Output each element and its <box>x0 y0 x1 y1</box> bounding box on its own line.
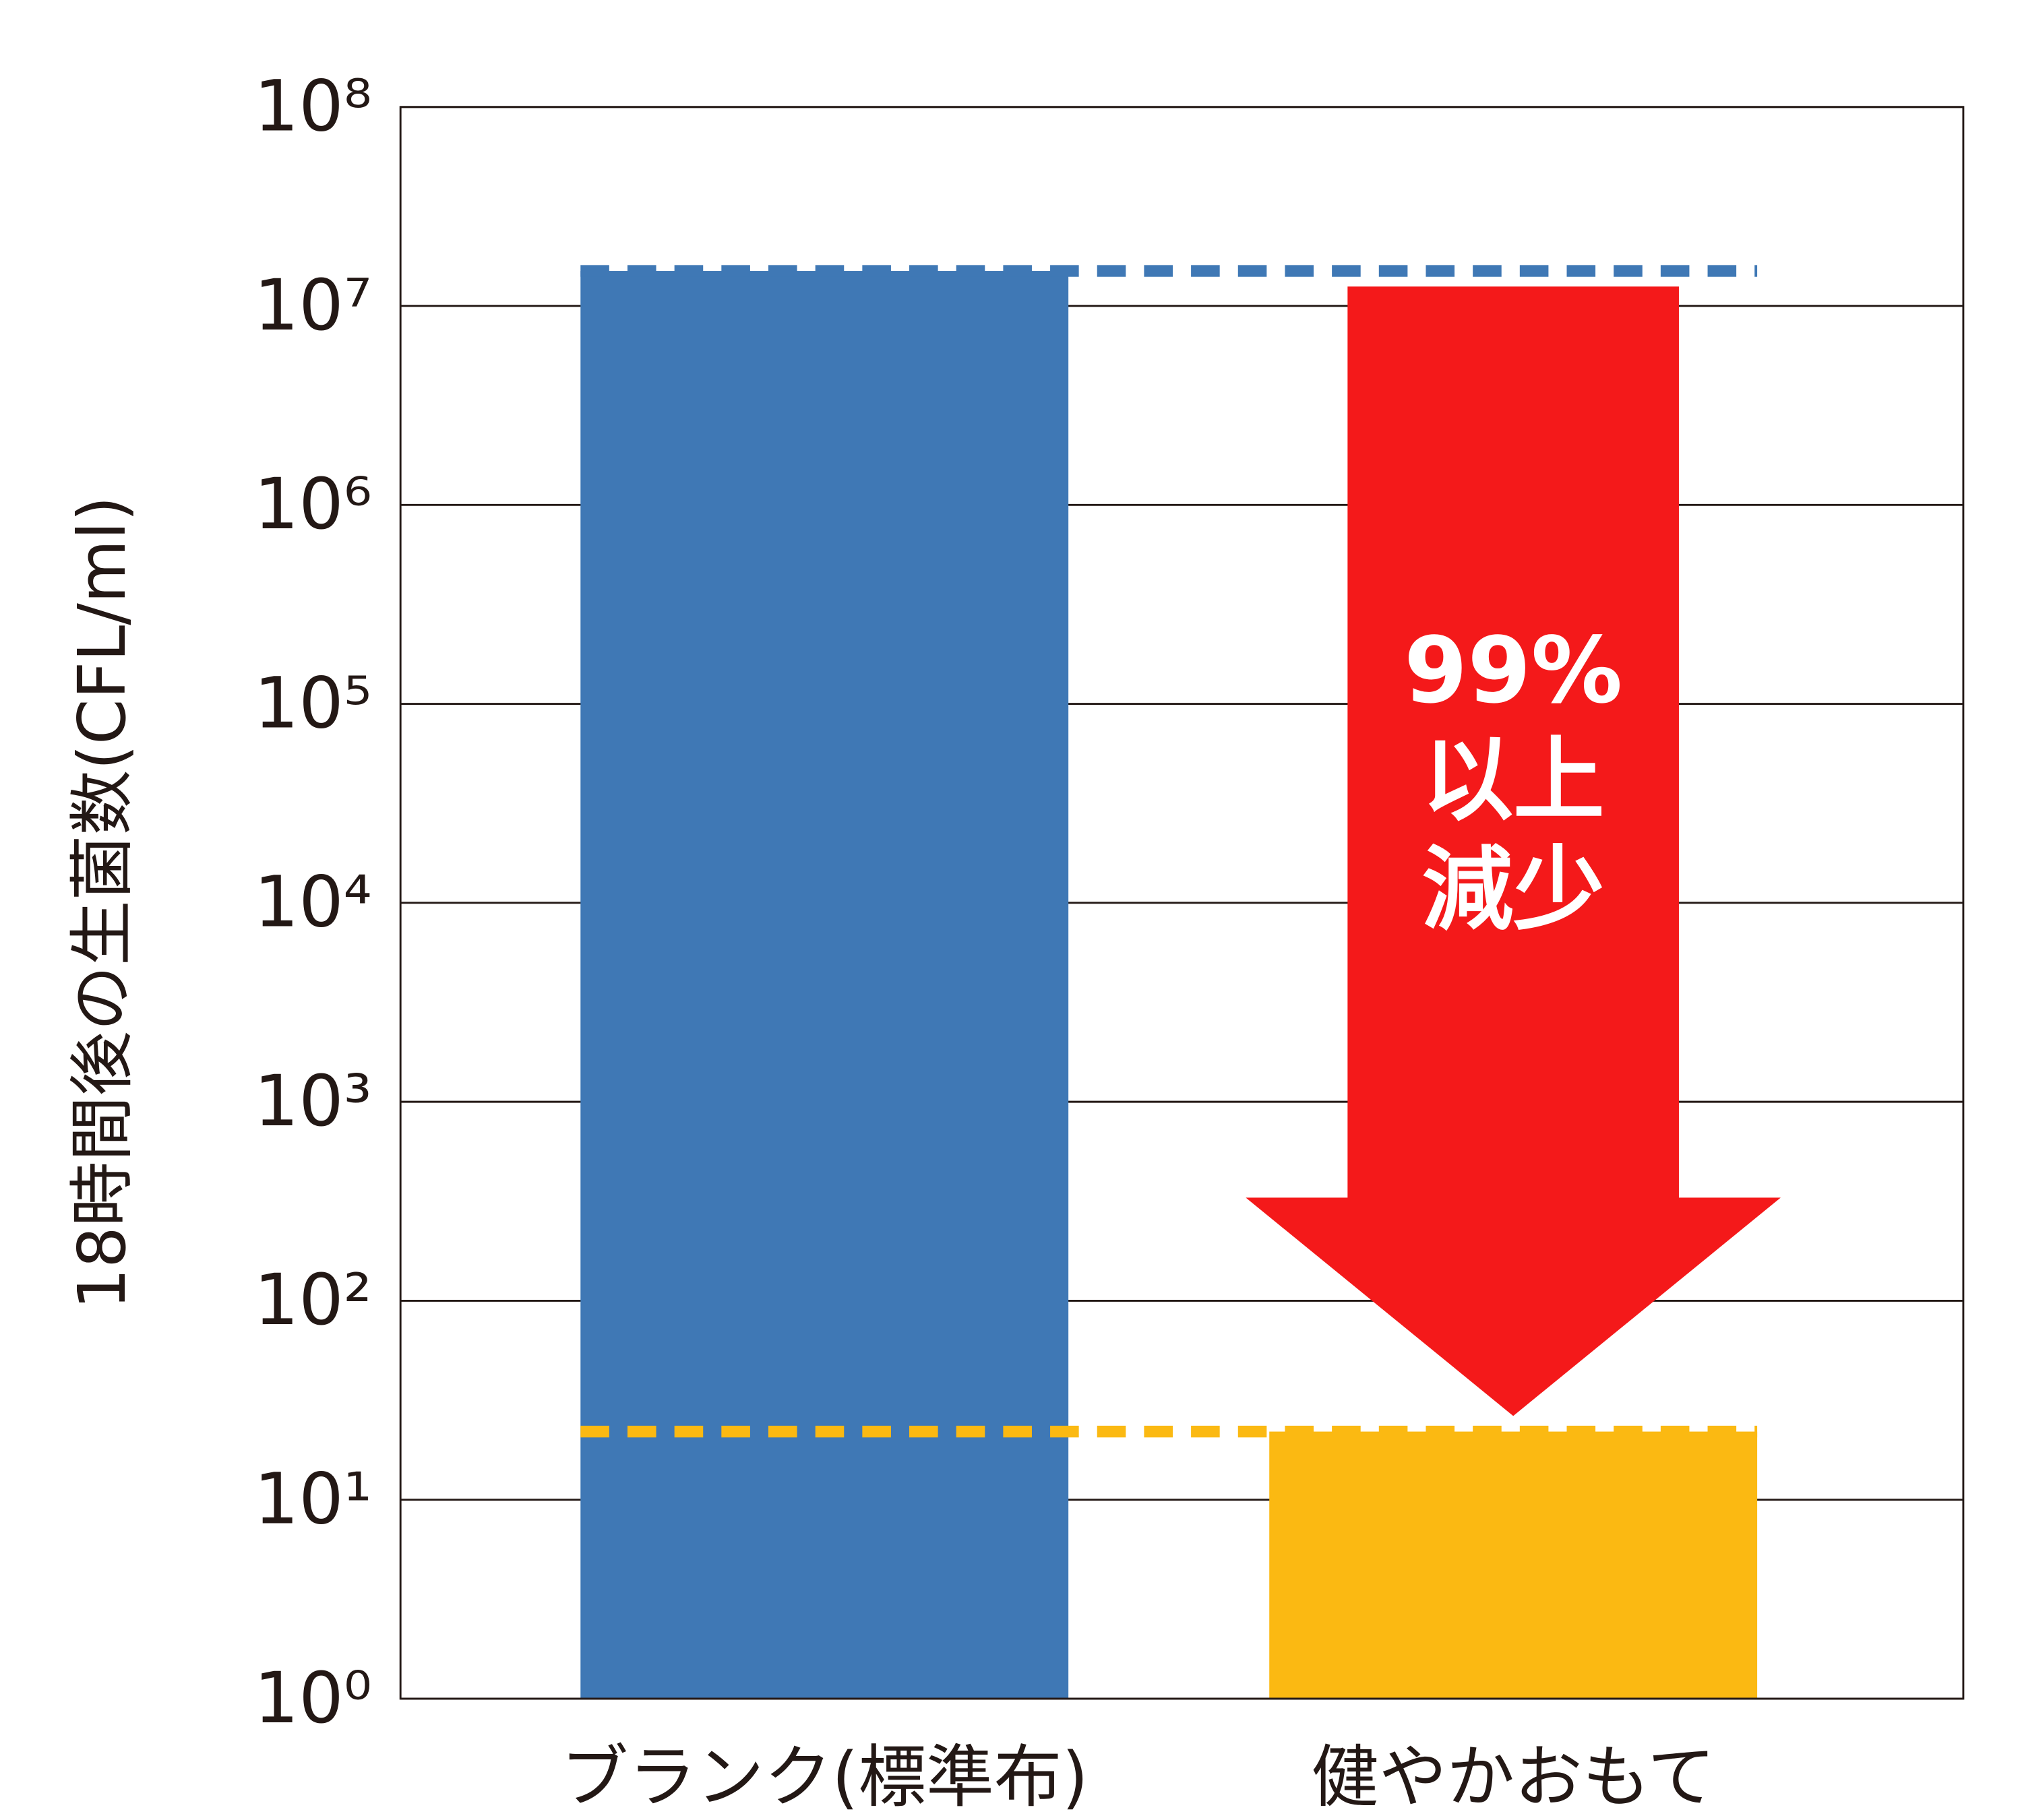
x-tick-label: ブランク(標準布) <box>561 1738 1089 1817</box>
y-tick-label: 10² <box>254 1259 372 1341</box>
y-tick-label: 10⁸ <box>254 65 372 148</box>
y-tick-label: 10⁵ <box>254 662 372 744</box>
x-tick-label: 健やかおもて <box>1311 1738 1715 1817</box>
y-tick-label: 10⁷ <box>254 264 372 346</box>
annotation: 減少 <box>1422 836 1605 943</box>
chart: 18時間後の生菌数(CFL/ml) 10⁰ 10¹ 10² 10³ 10⁴ 10⁵ 10⁶ 1… <box>0 0 2022 1820</box>
y-tick-label: 10³ <box>254 1060 372 1142</box>
y-tick-label: 10⁴ <box>254 861 372 943</box>
y-axis-label: 18時間後の生菌数(CFL/ml) <box>64 496 140 1309</box>
y-tick-label: 10⁶ <box>254 463 372 545</box>
y-tick-label: 10¹ <box>254 1457 372 1540</box>
annotation: 以上 <box>1422 726 1605 833</box>
y-tick-label: 10⁰ <box>254 1657 372 1739</box>
bar <box>1269 1432 1757 1699</box>
annotation: 99% <box>1404 617 1622 724</box>
bar <box>580 271 1068 1699</box>
